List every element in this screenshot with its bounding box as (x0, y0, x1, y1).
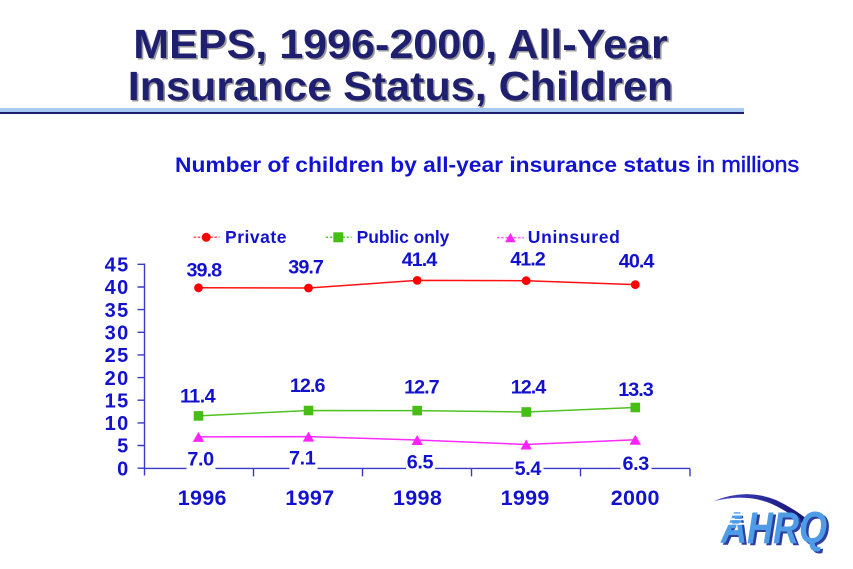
svg-text:1999: 1999 (501, 486, 550, 510)
svg-text:Uninsured: Uninsured (528, 227, 620, 247)
svg-text:41.2: 41.2 (510, 249, 546, 271)
svg-text:1997: 1997 (285, 486, 334, 510)
svg-text:1998: 1998 (393, 486, 442, 510)
svg-text:39.8: 39.8 (187, 260, 223, 282)
svg-text:Public only: Public only (357, 227, 450, 247)
svg-text:12.7: 12.7 (404, 377, 440, 399)
svg-text:40.4: 40.4 (619, 251, 655, 273)
svg-text:5.4: 5.4 (515, 458, 542, 480)
svg-text:7.0: 7.0 (187, 449, 214, 471)
svg-text:39.7: 39.7 (288, 257, 324, 279)
svg-text:2000: 2000 (611, 486, 660, 510)
svg-text:13.3: 13.3 (618, 379, 654, 401)
svg-text:12.6: 12.6 (290, 375, 326, 397)
svg-text:7.1: 7.1 (289, 448, 316, 470)
svg-text:5: 5 (117, 436, 128, 458)
svg-text:40: 40 (105, 277, 129, 299)
svg-text:45: 45 (105, 255, 129, 277)
svg-text:1996: 1996 (178, 486, 227, 510)
svg-text:6.5: 6.5 (407, 451, 434, 473)
svg-text:35: 35 (105, 300, 129, 322)
svg-text:15: 15 (105, 390, 129, 412)
svg-text:12.4: 12.4 (511, 377, 547, 399)
svg-text:20: 20 (105, 368, 129, 390)
svg-text:0: 0 (117, 458, 128, 480)
svg-text:25: 25 (105, 345, 129, 367)
svg-text:AHRQ: AHRQ (720, 504, 827, 553)
svg-text:10: 10 (105, 413, 129, 435)
svg-text:Private: Private (225, 227, 287, 247)
svg-text:11.4: 11.4 (180, 385, 216, 407)
svg-text:6.3: 6.3 (623, 453, 650, 475)
svg-text:41.4: 41.4 (402, 249, 438, 271)
svg-text:30: 30 (105, 323, 129, 345)
